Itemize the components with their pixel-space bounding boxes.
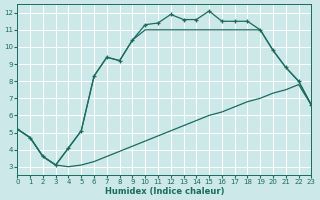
X-axis label: Humidex (Indice chaleur): Humidex (Indice chaleur) (105, 187, 224, 196)
